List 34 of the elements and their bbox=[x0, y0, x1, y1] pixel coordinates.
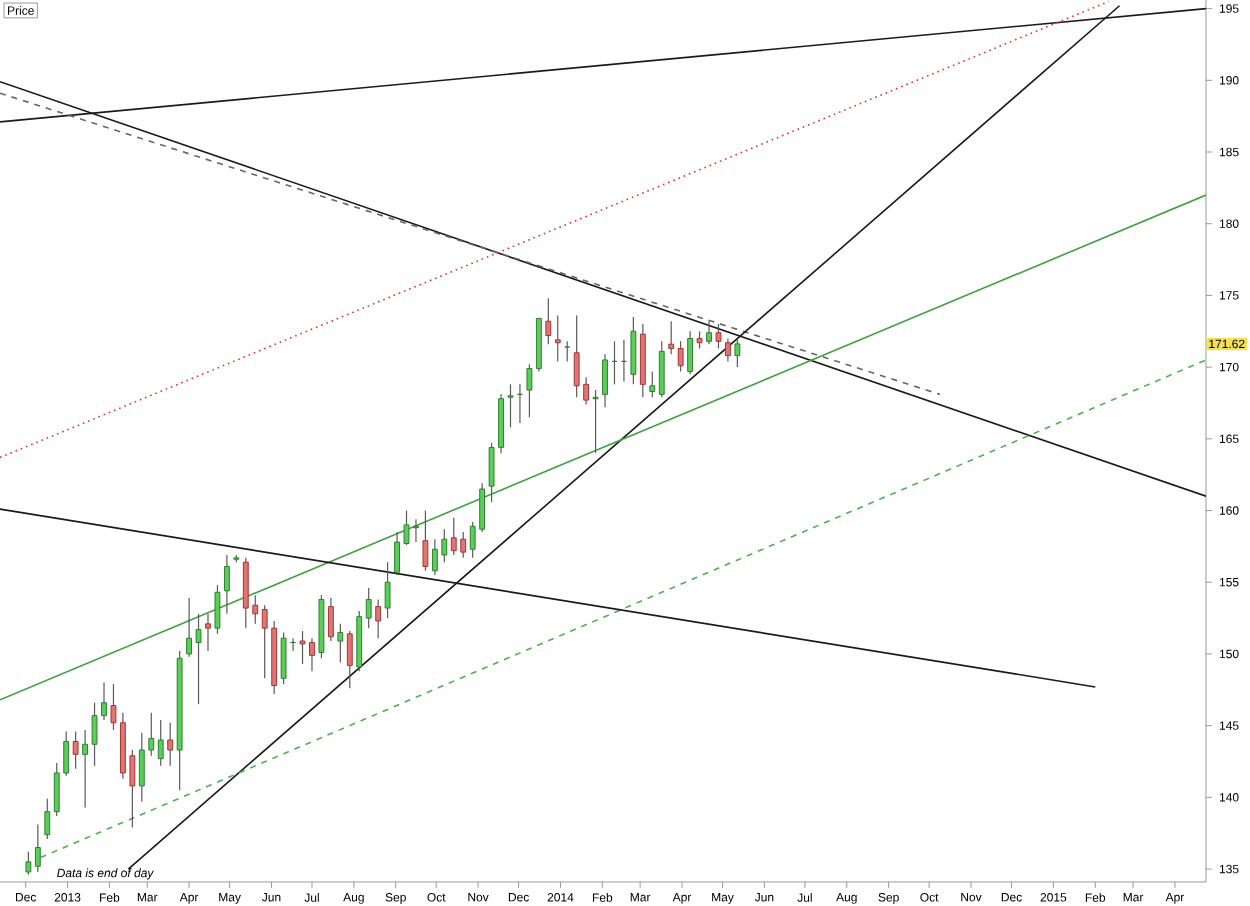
candlestick bbox=[687, 330, 694, 375]
candlestick bbox=[280, 631, 287, 685]
candlestick bbox=[526, 363, 533, 418]
candlestick bbox=[422, 509, 429, 572]
candlestick bbox=[545, 297, 552, 345]
candlestick bbox=[375, 598, 382, 639]
candlestick bbox=[554, 314, 561, 362]
candlestick bbox=[724, 337, 731, 362]
candlestick bbox=[734, 339, 741, 368]
candlestick bbox=[592, 389, 599, 454]
candlestick bbox=[677, 340, 684, 373]
candlestick bbox=[205, 613, 211, 652]
candlestick bbox=[34, 824, 41, 873]
candlestick bbox=[157, 719, 164, 767]
candlestick bbox=[327, 597, 334, 642]
candlestick bbox=[346, 630, 353, 689]
candlestick bbox=[167, 722, 174, 767]
candlestick bbox=[668, 320, 675, 355]
candlestick bbox=[630, 316, 637, 385]
candlestick bbox=[44, 798, 51, 840]
candlestick bbox=[706, 320, 712, 345]
candlestick bbox=[72, 730, 79, 770]
candlestick bbox=[602, 353, 608, 408]
candlestick bbox=[715, 323, 722, 350]
candlestick bbox=[564, 340, 571, 362]
candlestick bbox=[25, 851, 32, 876]
candlestick bbox=[337, 623, 344, 664]
candlestick bbox=[214, 584, 221, 635]
candlestick bbox=[223, 554, 230, 615]
candlestick bbox=[384, 561, 391, 619]
candlestick bbox=[658, 340, 665, 398]
candlestick bbox=[649, 370, 656, 398]
candlestick bbox=[507, 383, 514, 428]
candlestick bbox=[365, 587, 372, 629]
